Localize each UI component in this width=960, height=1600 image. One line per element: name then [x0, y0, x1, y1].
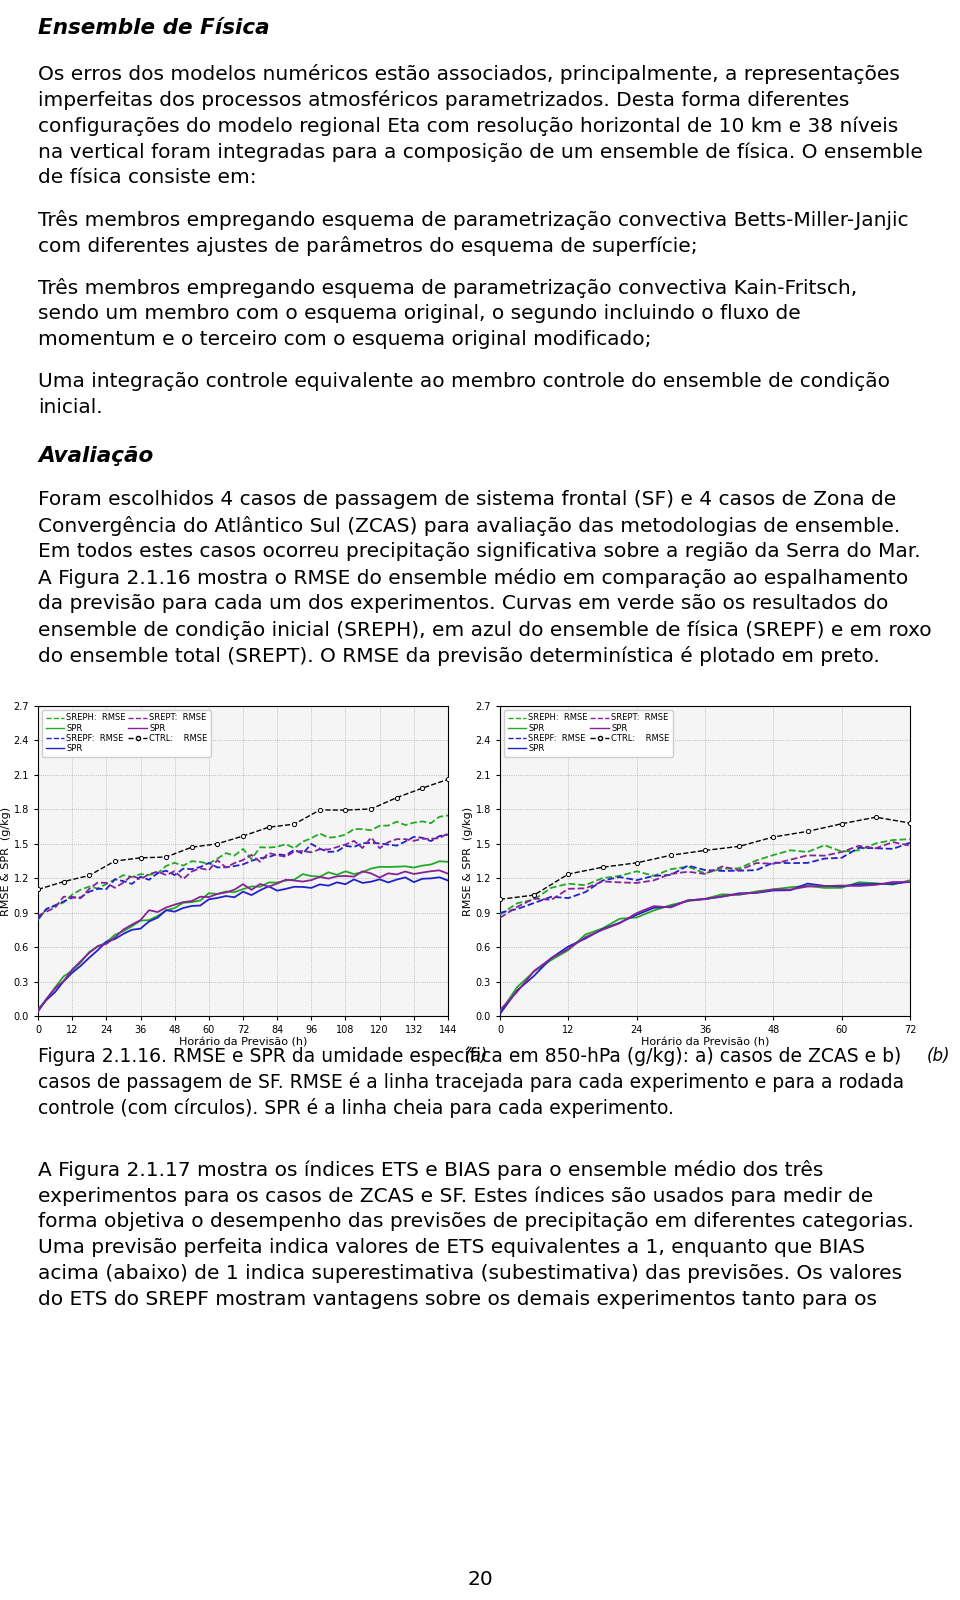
Text: Foram escolhidos 4 casos de passagem de sistema frontal (SF) e 4 casos de Zona d: Foram escolhidos 4 casos de passagem de …: [38, 490, 897, 509]
Text: (b): (b): [926, 1046, 949, 1066]
Text: controle (com círculos). SPR é a linha cheia para cada experimento.: controle (com círculos). SPR é a linha c…: [38, 1098, 674, 1118]
Text: Ensemble de Física: Ensemble de Física: [38, 18, 270, 38]
Text: Uma previsão perfeita indica valores de ETS equivalentes a 1, enquanto que BIAS: Uma previsão perfeita indica valores de …: [38, 1238, 865, 1258]
Text: Os erros dos modelos numéricos estão associados, principalmente, a representaçõe: Os erros dos modelos numéricos estão ass…: [38, 64, 900, 83]
Text: Três membros empregando esquema de parametrização convectiva Kain-Fritsch,: Três membros empregando esquema de param…: [38, 278, 857, 298]
Text: Uma integração controle equivalente ao membro controle do ensemble de condição: Uma integração controle equivalente ao m…: [38, 371, 890, 390]
X-axis label: Horário da Previsão (h): Horário da Previsão (h): [641, 1038, 769, 1048]
Legend: SREPH:  RMSE, SPR, SREPF:  RMSE, SPR, SREPT:  RMSE, SPR, CTRL:    RMSE: SREPH: RMSE, SPR, SREPF: RMSE, SPR, SREP…: [504, 710, 673, 757]
Y-axis label: RMSE & SPR  (g/kg): RMSE & SPR (g/kg): [463, 806, 472, 915]
Text: casos de passagem de SF. RMSE é a linha tracejada para cada experimento e para a: casos de passagem de SF. RMSE é a linha …: [38, 1072, 904, 1091]
Text: ensemble de condição inicial (SREPH), em azul do ensemble de física (SREPF) e em: ensemble de condição inicial (SREPH), em…: [38, 619, 931, 640]
Text: Em todos estes casos ocorreu precipitação significativa sobre a região da Serra : Em todos estes casos ocorreu precipitaçã…: [38, 542, 921, 562]
Text: Três membros empregando esquema de parametrização convectiva Betts-Miller-Janjic: Três membros empregando esquema de param…: [38, 210, 908, 230]
Text: do ETS do SREPF mostram vantagens sobre os demais experimentos tanto para os: do ETS do SREPF mostram vantagens sobre …: [38, 1290, 877, 1309]
Text: 20: 20: [468, 1570, 492, 1589]
Text: forma objetiva o desempenho das previsões de precipitação em diferentes categori: forma objetiva o desempenho das previsõe…: [38, 1213, 914, 1230]
Y-axis label: RMSE & SPR  (g/kg): RMSE & SPR (g/kg): [1, 806, 11, 915]
Text: A Figura 2.1.16 mostra o RMSE do ensemble médio em comparação ao espalhamento: A Figura 2.1.16 mostra o RMSE do ensembl…: [38, 568, 908, 587]
Text: do ensemble total (SREPT). O RMSE da previsão determinística é plotado em preto.: do ensemble total (SREPT). O RMSE da pre…: [38, 646, 879, 666]
Text: de física consiste em:: de física consiste em:: [38, 168, 256, 187]
Text: da previsão para cada um dos experimentos. Curvas em verde são os resultados do: da previsão para cada um dos experimento…: [38, 594, 888, 613]
Text: (a): (a): [465, 1046, 488, 1066]
Text: Avaliação: Avaliação: [38, 446, 154, 466]
Text: acima (abaixo) de 1 indica superestimativa (subestimativa) das previsões. Os val: acima (abaixo) de 1 indica superestimati…: [38, 1264, 902, 1283]
Text: configurações do modelo regional Eta com resolução horizontal de 10 km e 38 níve: configurações do modelo regional Eta com…: [38, 117, 899, 136]
Text: imperfeitas dos processos atmosféricos parametrizados. Desta forma diferentes: imperfeitas dos processos atmosféricos p…: [38, 90, 850, 110]
Text: experimentos para os casos de ZCAS e SF. Estes índices são usados para medir de: experimentos para os casos de ZCAS e SF.…: [38, 1186, 874, 1205]
X-axis label: Horário da Previsão (h): Horário da Previsão (h): [179, 1038, 307, 1048]
Text: na vertical foram integradas para a composição de um ensemble de física. O ensem: na vertical foram integradas para a comp…: [38, 142, 923, 162]
Legend: SREPH:  RMSE, SPR, SREPF:  RMSE, SPR, SREPT:  RMSE, SPR, CTRL:    RMSE: SREPH: RMSE, SPR, SREPF: RMSE, SPR, SREP…: [42, 710, 211, 757]
Text: A Figura 2.1.17 mostra os índices ETS e BIAS para o ensemble médio dos três: A Figura 2.1.17 mostra os índices ETS e …: [38, 1160, 824, 1181]
Text: momentum e o terceiro com o esquema original modificado;: momentum e o terceiro com o esquema orig…: [38, 330, 652, 349]
Text: Figura 2.1.16. RMSE e SPR da umidade específica em 850-hPa (g/kg): a) casos de Z: Figura 2.1.16. RMSE e SPR da umidade esp…: [38, 1046, 901, 1066]
Text: inicial.: inicial.: [38, 398, 103, 418]
Text: com diferentes ajustes de parâmetros do esquema de superfície;: com diferentes ajustes de parâmetros do …: [38, 235, 698, 256]
Text: sendo um membro com o esquema original, o segundo incluindo o fluxo de: sendo um membro com o esquema original, …: [38, 304, 801, 323]
Text: Convergência do Atlântico Sul (ZCAS) para avaliação das metodologias de ensemble: Convergência do Atlântico Sul (ZCAS) par…: [38, 515, 900, 536]
